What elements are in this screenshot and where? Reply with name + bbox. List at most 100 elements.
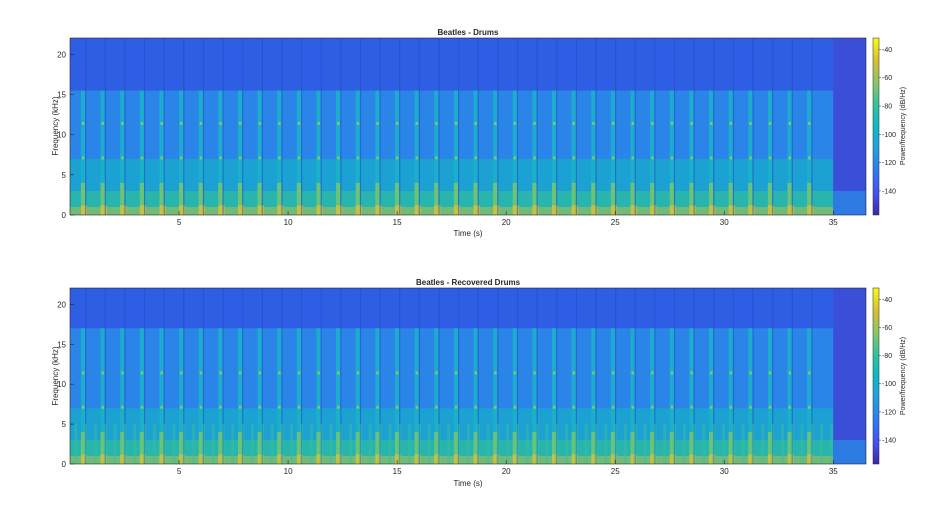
bleed-band <box>280 424 284 464</box>
drum-hit-low <box>551 182 557 215</box>
colorbar-tick-label: -80 <box>882 353 892 360</box>
bleed-band <box>672 424 676 464</box>
y-tick-label: 15 <box>57 91 66 100</box>
drum-hit-harmonic <box>768 371 772 375</box>
drum-hit-harmonic <box>709 156 713 160</box>
gap-line <box>359 38 362 215</box>
drum-hit-low <box>532 432 537 464</box>
drum-hit-harmonic <box>808 156 811 160</box>
bleed-band <box>506 424 510 464</box>
drum-hit-low <box>237 182 243 215</box>
drum-hit <box>591 328 596 464</box>
bleed-band <box>604 424 608 464</box>
bleed-band <box>594 424 598 464</box>
x-tick-label: 10 <box>284 467 293 476</box>
x-tick-label: 10 <box>284 218 293 227</box>
colorbar: -40 -60 -80 -100 -120 -140 Power/frequency (d… <box>872 287 907 465</box>
gap-line <box>516 288 519 464</box>
plot-area <box>70 38 866 215</box>
gap-line <box>536 288 538 464</box>
drum-hit <box>355 90 360 215</box>
drum-hit-harmonic <box>808 121 811 125</box>
drum-hit-bass <box>571 205 578 215</box>
gap-line <box>615 38 617 215</box>
colorbar-tick-label: -40 <box>882 297 892 304</box>
gap-line <box>713 38 715 215</box>
drum-hit <box>434 328 439 464</box>
drum-hit <box>708 90 714 215</box>
bleed-band <box>349 424 353 464</box>
drum-hit <box>100 328 105 464</box>
drum-hit-harmonic <box>611 156 615 160</box>
gap-line <box>261 38 263 215</box>
drum-hit-harmonic <box>651 371 654 375</box>
drum-hit-bass <box>669 205 676 215</box>
drum-hit-bass <box>512 454 519 464</box>
gap-line <box>772 288 774 464</box>
gap-line <box>595 38 597 215</box>
bleed-band <box>143 424 147 464</box>
drum-hit-bass <box>787 454 794 464</box>
drum-hit <box>394 328 400 464</box>
drum-hit-harmonic <box>199 405 203 409</box>
drum-hit-harmonic <box>376 121 379 125</box>
drum-hit-low <box>218 432 223 464</box>
drum-hit-harmonic <box>356 371 360 375</box>
drum-hit-harmonic <box>199 121 203 125</box>
drum-hit-harmonic <box>219 405 222 409</box>
colorbar-tick-label: -80 <box>882 103 892 110</box>
drum-hit-harmonic <box>592 121 595 125</box>
drum-hit <box>80 90 86 215</box>
drum-hit <box>277 90 282 215</box>
drum-hit <box>728 328 733 464</box>
bleed-band <box>113 424 117 464</box>
drum-hit-bass <box>159 205 166 215</box>
drum-hit-bass <box>179 205 186 215</box>
bleed-band <box>123 424 127 464</box>
drum-hit-bass <box>551 205 559 215</box>
drum-hit-harmonic <box>258 371 262 375</box>
drum-hit-harmonic <box>454 371 458 375</box>
drum-hit-harmonic <box>395 405 399 409</box>
bleed-band <box>702 424 706 464</box>
spectrogram-image <box>70 38 866 215</box>
drum-hit-harmonic <box>180 156 183 160</box>
gap-line <box>673 38 676 215</box>
bleed-band <box>800 424 804 464</box>
drum-hit <box>120 90 125 215</box>
y-tick-label: 5 <box>62 420 67 429</box>
gap-line <box>163 288 165 464</box>
drum-hit <box>336 328 341 464</box>
gap-line <box>732 38 735 215</box>
drum-hit <box>807 328 812 464</box>
drum-hit <box>767 328 773 464</box>
drum-hit-low <box>748 182 753 215</box>
bleed-band <box>251 424 255 464</box>
decay-tail <box>833 440 866 464</box>
drum-hit <box>532 90 537 215</box>
drum-hit <box>787 328 792 464</box>
drum-hit <box>296 90 302 215</box>
bleed-band <box>378 424 382 464</box>
drum-hit-harmonic <box>121 121 124 125</box>
drum-hit <box>551 328 557 464</box>
drum-hit-low <box>512 182 517 215</box>
drum-hit-harmonic <box>81 405 85 409</box>
drum-hit <box>375 90 380 215</box>
colorbar-tick-label: -140 <box>882 438 896 445</box>
plot-area <box>70 288 866 464</box>
gap-line <box>458 288 460 464</box>
y-axis-label: Frequency (kHz) <box>51 346 60 405</box>
bleed-band <box>309 424 313 464</box>
colorbar-ticks: -40 -60 -80 -100 -120 -140 <box>879 47 896 195</box>
drum-hit-harmonic <box>415 121 419 125</box>
drum-hit <box>414 90 419 215</box>
bleed-band <box>408 424 412 464</box>
gap-line <box>163 38 165 215</box>
drum-hit-bass <box>198 454 205 464</box>
gap-line <box>85 288 87 464</box>
drum-hit-bass <box>277 454 284 464</box>
drum-hit-low <box>689 432 694 464</box>
drum-hit-harmonic <box>376 405 379 409</box>
